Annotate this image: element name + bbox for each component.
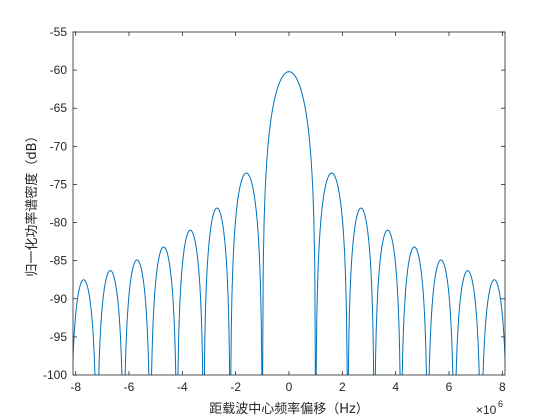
x-tick-label: 2: [339, 380, 346, 394]
y-axis: -100 -95 -90 -85 -80 -75 -70 -65 -60 -55: [43, 25, 505, 382]
x-tick-label: 4: [392, 380, 399, 394]
x-tick-label: 0: [286, 380, 293, 394]
y-tick-label: -85: [50, 254, 68, 268]
y-tick-label: -75: [50, 177, 68, 191]
x-exponent-label: ×10: [476, 403, 497, 417]
x-tick-label: -6: [124, 380, 135, 394]
plot-area: [73, 32, 505, 375]
y-axis-title: 归一化功率谱密度（dB）: [24, 129, 40, 276]
x-tick-label: 6: [446, 380, 453, 394]
y-tick-label: -90: [50, 292, 68, 306]
x-tick-label: -8: [70, 380, 81, 394]
y-tick-label: -55: [50, 25, 68, 39]
series-layer: [73, 71, 505, 375]
x-tick-label: -4: [177, 380, 188, 394]
x-axis-title: 距载波中心频率偏移（Hz）: [209, 401, 369, 417]
y-tick-label: -80: [50, 216, 68, 230]
x-tick-label: -2: [230, 380, 241, 394]
y-tick-label: -100: [43, 368, 67, 382]
psd-series-line: [73, 71, 505, 375]
x-axis: -8 -6 -4 -2 0 2 4 6 8: [70, 32, 506, 394]
y-tick-label: -65: [50, 101, 68, 115]
y-tick-label: -95: [50, 330, 68, 344]
y-tick-label: -60: [50, 63, 68, 77]
x-exponent-power: 6: [498, 399, 503, 409]
x-tick-label: 8: [499, 380, 506, 394]
y-tick-label: -70: [50, 139, 68, 153]
